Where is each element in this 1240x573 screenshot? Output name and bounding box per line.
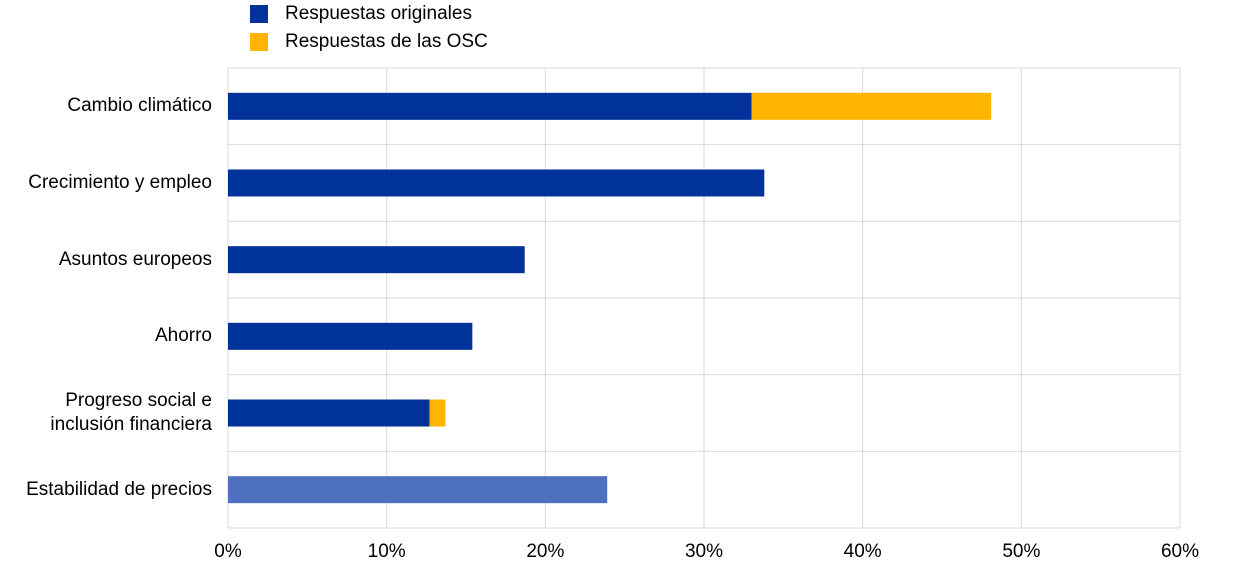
x-tick-label: 10% — [368, 541, 406, 562]
bar-segment — [228, 92, 752, 120]
bar-segment — [228, 476, 608, 504]
legend-label: Respuestas originales — [285, 3, 472, 24]
category-label: Asuntos europeos — [58, 248, 212, 270]
x-tick-label: 30% — [685, 541, 723, 562]
bar-segment — [228, 246, 525, 274]
category-label: Ahorro — [154, 325, 212, 347]
category-label: Cambio climático — [67, 95, 212, 117]
bar-segment — [429, 399, 446, 427]
x-tick-label: 20% — [526, 541, 564, 562]
category-label: Crecimiento y empleo — [28, 172, 212, 193]
bar-segment — [228, 399, 430, 427]
x-tick-label: 50% — [1002, 541, 1040, 562]
x-tick-label: 0% — [214, 541, 242, 562]
bar-segment — [228, 169, 765, 197]
legend-swatch — [250, 33, 268, 51]
bar-segment — [228, 322, 473, 350]
category-label: Estabilidad de precios — [26, 478, 212, 500]
legend-label: Respuestas de las OSC — [285, 31, 488, 52]
category-label: Progreso social e inclusión financiera — [50, 390, 212, 435]
bar-segment — [751, 92, 992, 120]
x-tick-label: 40% — [844, 541, 882, 562]
x-tick-label: 60% — [1161, 541, 1199, 562]
legend-swatch — [250, 5, 268, 23]
